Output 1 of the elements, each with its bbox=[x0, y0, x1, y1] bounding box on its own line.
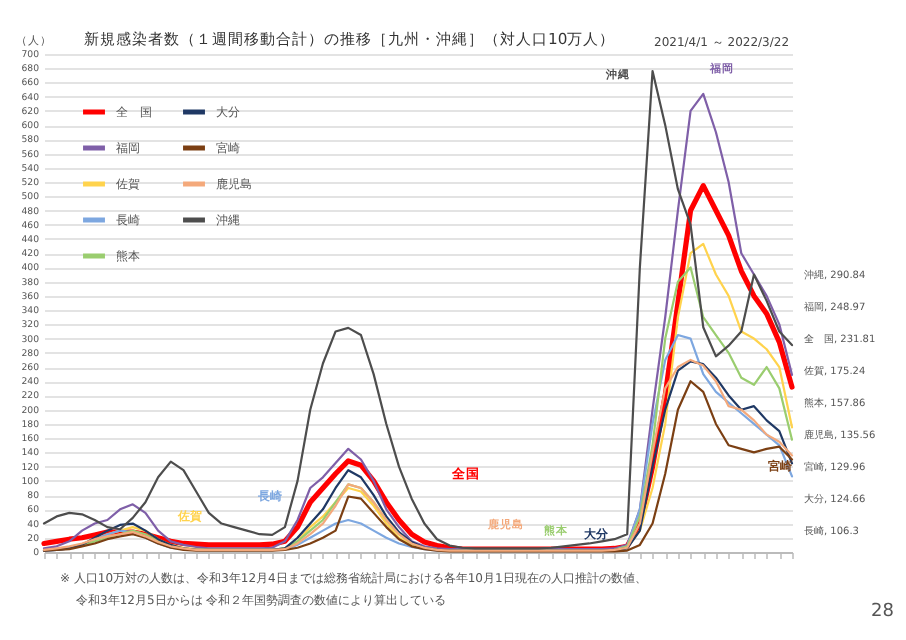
text: 28 bbox=[871, 602, 895, 622]
